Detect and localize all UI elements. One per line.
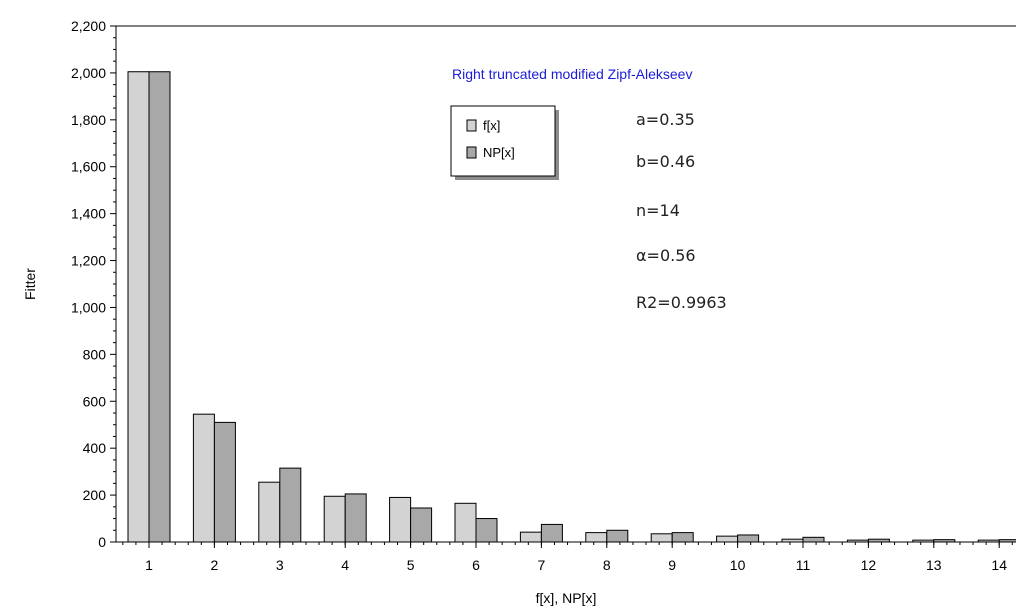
x-axis: 1 2 3 4 5 6 7 8 9 10 11 12 13 14 <box>122 542 1013 573</box>
x-tick-label: 1 <box>145 557 153 573</box>
y-tick-label: 1,400 <box>71 206 106 222</box>
bar-npx-12 <box>867 538 890 543</box>
y-tick-label: 600 <box>83 393 107 409</box>
y-axis: 0 200 400 600 800 1,000 1,200 1,400 1,600 1,800 2,… <box>71 18 116 550</box>
y-tick-label: 400 <box>83 440 107 456</box>
x-tick-label: 2 <box>211 557 219 573</box>
bar-fx-14 <box>977 539 1000 543</box>
param-n: n=14 <box>636 201 680 220</box>
x-tick-label: 3 <box>276 557 284 573</box>
y-tick-label: 1,200 <box>71 253 106 269</box>
bar-npx-5 <box>410 507 433 543</box>
bar-npx-6 <box>475 518 498 543</box>
bar-npx-8 <box>606 529 629 543</box>
bar-fx-12 <box>846 539 869 543</box>
x-tick-label: 5 <box>407 557 415 573</box>
x-tick-label: 6 <box>472 557 480 573</box>
bar-fx-11 <box>781 538 804 543</box>
param-b: b=0.46 <box>636 152 695 171</box>
bar-npx-1 <box>148 71 171 543</box>
bar-npx-2 <box>213 421 236 543</box>
bar-npx-9 <box>671 532 694 543</box>
bar-fx-10 <box>716 535 739 543</box>
bar-fx-7 <box>519 531 542 543</box>
bar-fx-9 <box>650 533 673 543</box>
legend-swatch-fx <box>466 119 477 132</box>
x-tick-label: 8 <box>603 557 611 573</box>
plot-frame <box>115 25 1016 543</box>
param-r2: R2=0.9963 <box>636 293 727 312</box>
bar-npx-11 <box>802 536 825 543</box>
x-tick-label: 11 <box>796 557 811 573</box>
y-tick-label: 0 <box>98 534 106 550</box>
x-tick-label: 10 <box>730 557 746 573</box>
bar-fx-5 <box>389 496 412 543</box>
chart-title: Right truncated modified Zipf-Alekseev <box>452 66 692 82</box>
y-tick-label: 200 <box>83 487 107 503</box>
bar-fx-1 <box>127 71 150 543</box>
y-tick-label: 2,200 <box>71 18 106 34</box>
bar-fx-8 <box>585 532 608 543</box>
bar-npx-7 <box>540 523 563 543</box>
bars <box>127 71 1016 543</box>
bar-npx-10 <box>737 534 760 543</box>
bar-fx-13 <box>912 539 935 543</box>
legend-label-fx: f[x] <box>483 118 500 133</box>
x-axis-title: f[x], NP[x] <box>536 590 597 606</box>
bar-fx-2 <box>192 413 215 543</box>
y-tick-label: 800 <box>83 346 107 362</box>
bar-fx-4 <box>323 495 346 543</box>
bar-fx-3 <box>258 481 281 543</box>
legend-label-npx: NP[x] <box>483 145 515 160</box>
x-tick-label: 12 <box>861 557 877 573</box>
param-alpha: α=0.56 <box>636 246 696 265</box>
bar-fx-6 <box>454 502 477 543</box>
bar-npx-4 <box>344 493 367 543</box>
y-tick-label: 2,000 <box>71 65 106 81</box>
y-axis-title: Fitter <box>22 268 38 300</box>
x-tick-label: 4 <box>341 557 349 573</box>
bar-npx-3 <box>279 467 302 543</box>
legend-swatch-npx <box>466 146 477 159</box>
bar-npx-13 <box>933 539 956 543</box>
y-tick-label: 1,000 <box>71 299 106 315</box>
x-tick-label: 7 <box>538 557 546 573</box>
parameter-annotations: a=0.35 b=0.46 n=14 α=0.56 R2=0.9963 <box>636 110 727 312</box>
y-tick-label: 1,600 <box>71 159 106 175</box>
y-tick-label: 1,800 <box>71 112 106 128</box>
x-tick-label: 14 <box>991 557 1007 573</box>
legend: f[x] NP[x] <box>450 105 559 180</box>
x-tick-label: 9 <box>668 557 676 573</box>
param-a: a=0.35 <box>636 110 695 129</box>
x-tick-label: 13 <box>926 557 942 573</box>
bar-npx-14 <box>998 539 1016 543</box>
